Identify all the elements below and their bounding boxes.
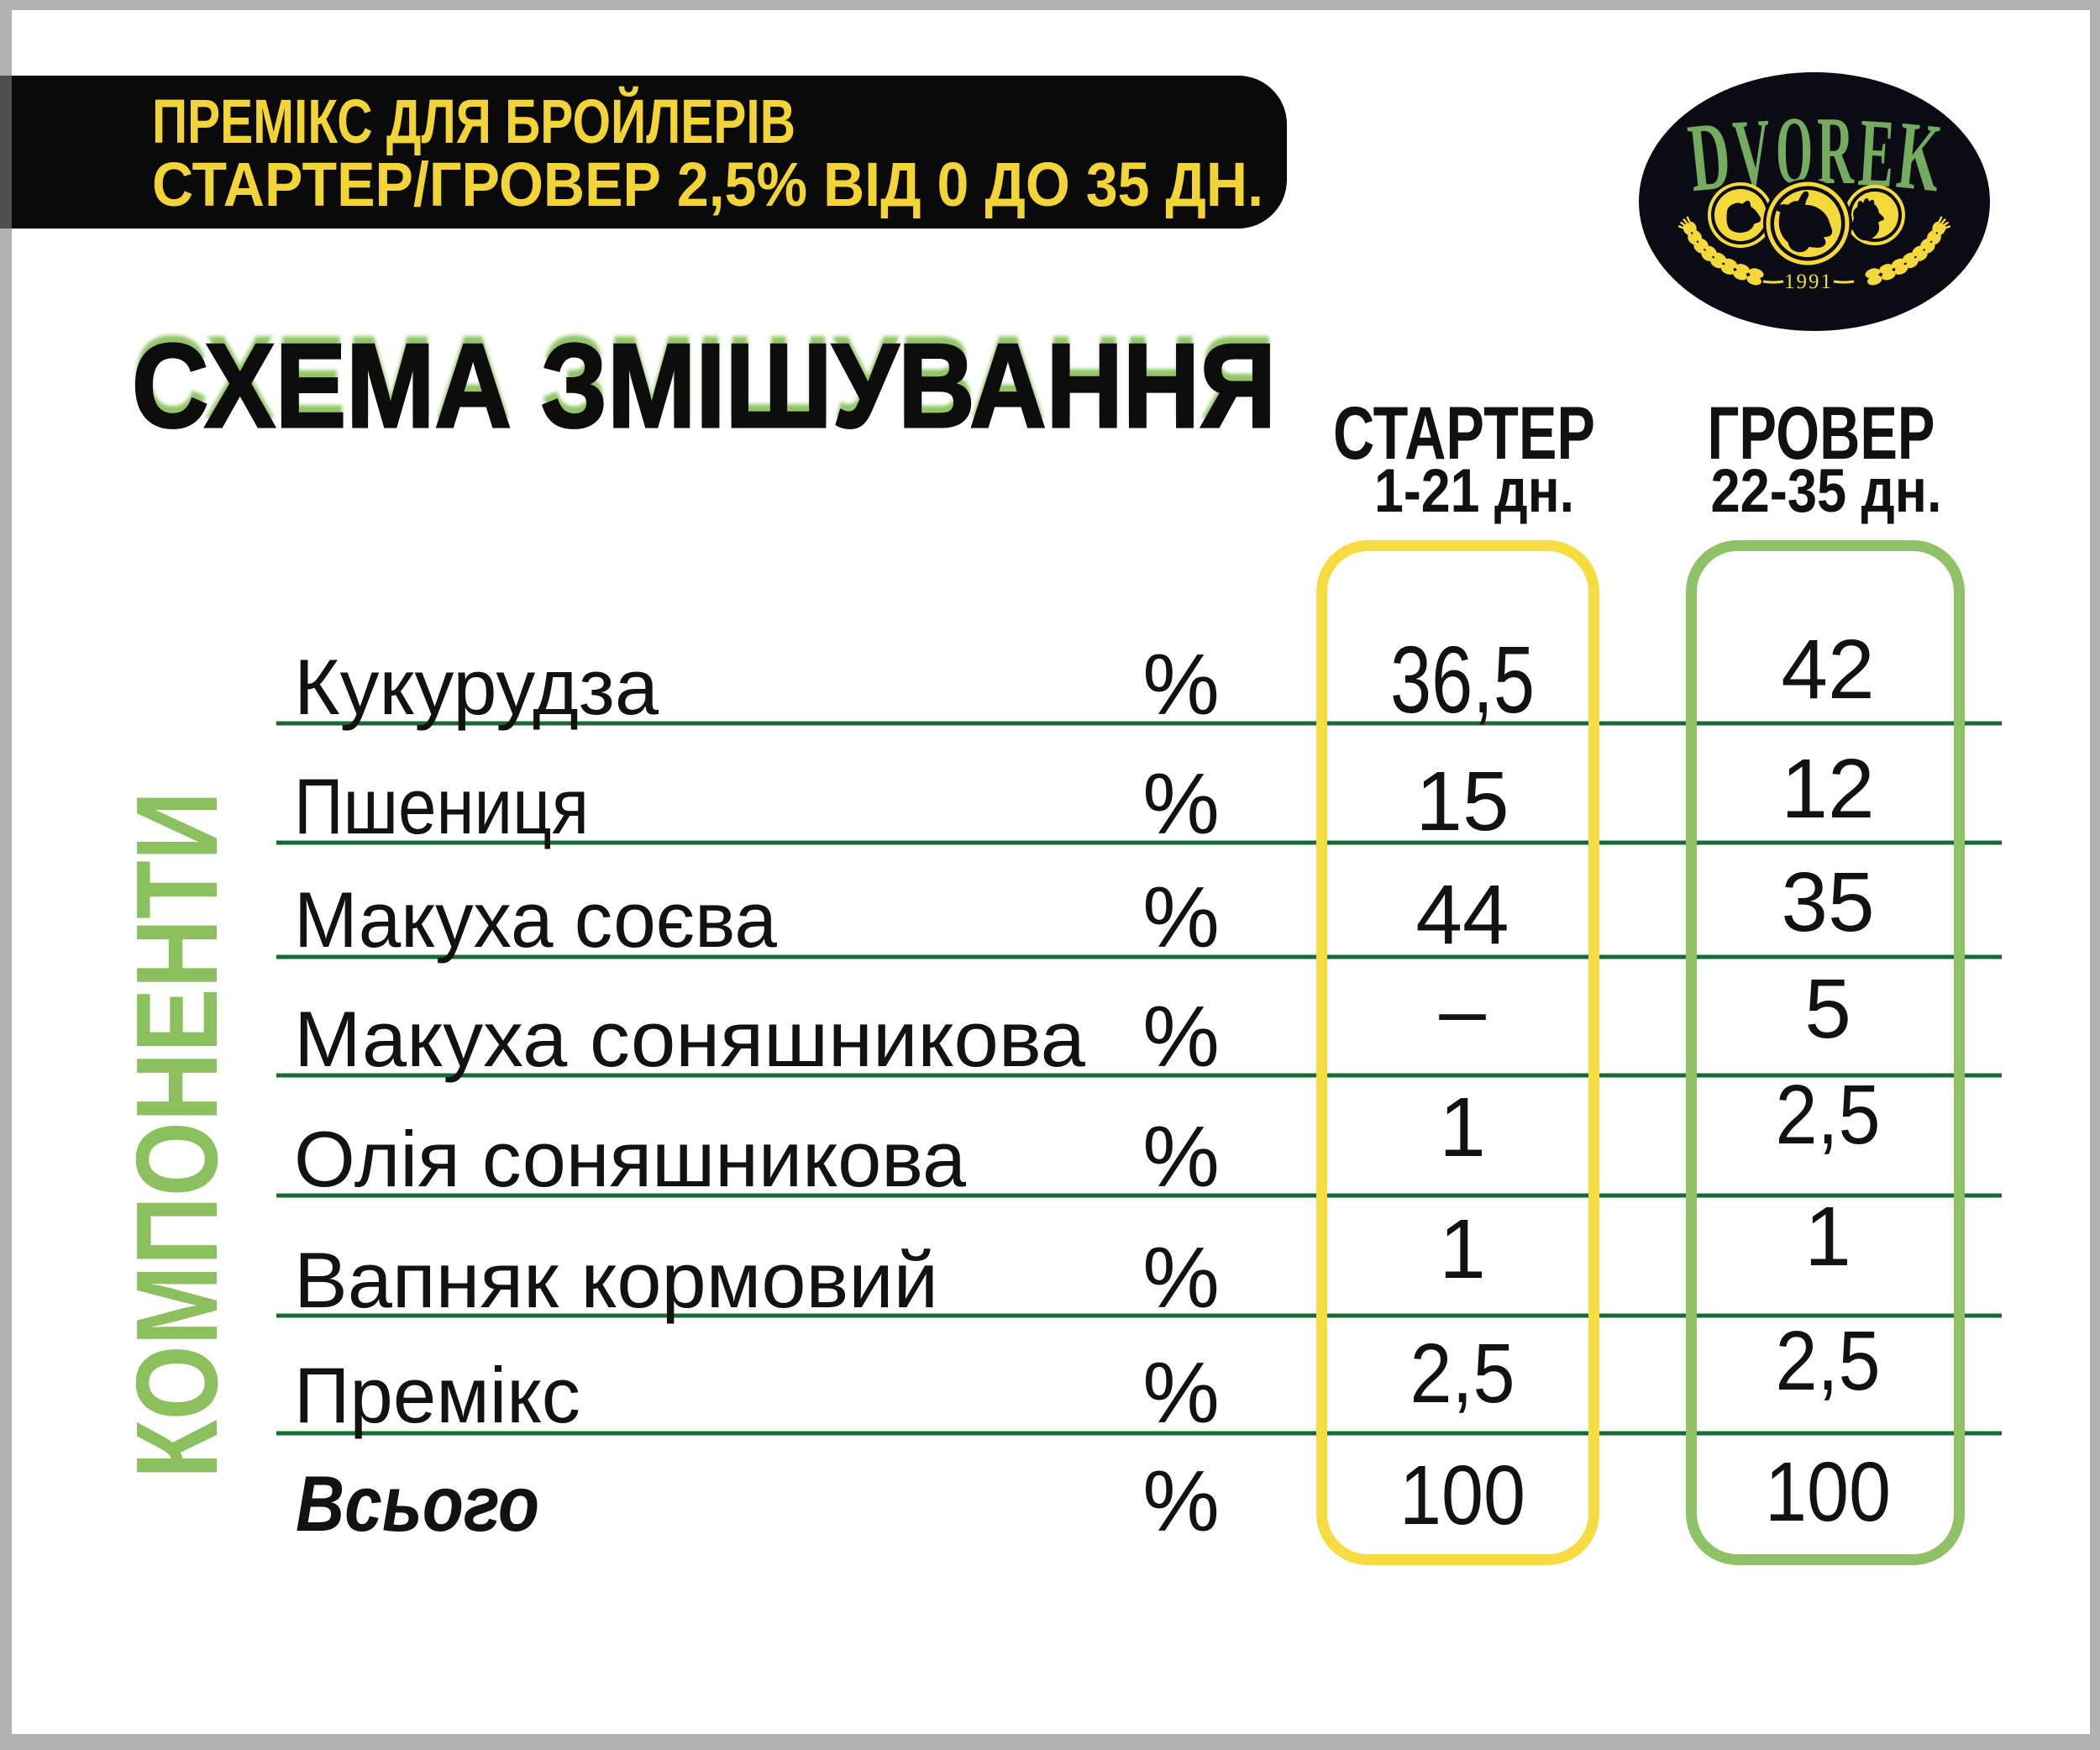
svg-text:42: 42 <box>1781 623 1874 717</box>
svg-text:%: % <box>1142 1229 1220 1326</box>
svg-text:Вапняк кормовий: Вапняк кормовий <box>294 1236 938 1324</box>
svg-text:СХЕМА ЗМІШУВАННЯ: СХЕМА ЗМІШУВАННЯ <box>132 319 1276 453</box>
svg-text:–: – <box>1439 963 1486 1057</box>
svg-text:Премікс: Премікс <box>294 1351 580 1439</box>
svg-text:100: 100 <box>1765 1445 1891 1539</box>
svg-text:1: 1 <box>1439 1080 1486 1175</box>
svg-text:44: 44 <box>1415 868 1509 962</box>
svg-text:12: 12 <box>1781 742 1874 836</box>
svg-text:ГРОВЕР: ГРОВЕР <box>1708 391 1935 475</box>
svg-text:Кукурудза: Кукурудза <box>294 643 659 731</box>
svg-text:СХЕМА ЗМІШУВАННЯ: СХЕМА ЗМІШУВАННЯ <box>132 311 1276 444</box>
svg-text:22-35 дн.: 22-35 дн. <box>1711 457 1942 525</box>
svg-text:Олія соняшникова: Олія соняшникова <box>294 1115 967 1203</box>
svg-text:Всього: Всього <box>296 1459 539 1548</box>
svg-text:%: % <box>1142 1108 1220 1205</box>
svg-text:Пшениця: Пшениця <box>294 762 589 850</box>
svg-text:%: % <box>1142 755 1220 852</box>
svg-text:35: 35 <box>1781 855 1874 949</box>
svg-text:Макуха соєва: Макуха соєва <box>294 875 778 964</box>
svg-text:%: % <box>1142 988 1220 1085</box>
svg-text:1-21 дн.: 1-21 дн. <box>1374 457 1574 525</box>
svg-text:2,5: 2,5 <box>1776 1314 1881 1408</box>
svg-text:КОМПОНЕНТИ: КОМПОНЕНТИ <box>113 791 242 1479</box>
svg-text:36,5: 36,5 <box>1390 627 1535 733</box>
svg-text:1991: 1991 <box>1784 271 1833 293</box>
svg-text:СТАРТЕР/ГРОВЕР 2,5% ВІД 0 ДО 3: СТАРТЕР/ГРОВЕР 2,5% ВІД 0 ДО 35 ДН. <box>152 150 1263 219</box>
svg-text:5: 5 <box>1804 962 1851 1056</box>
svg-text:%: % <box>1142 1344 1220 1441</box>
svg-text:1: 1 <box>1804 1190 1851 1284</box>
svg-text:15: 15 <box>1415 754 1509 849</box>
svg-text:%: % <box>1142 1453 1220 1549</box>
svg-text:%: % <box>1142 636 1220 733</box>
svg-text:СТАРТЕР: СТАРТЕР <box>1333 391 1595 475</box>
svg-text:1: 1 <box>1439 1202 1486 1296</box>
svg-text:100: 100 <box>1399 1448 1525 1542</box>
svg-text:Макуха соняшникова: Макуха соняшникова <box>294 995 1086 1083</box>
svg-text:2,5: 2,5 <box>1776 1068 1881 1162</box>
svg-text:2,5: 2,5 <box>1410 1327 1515 1421</box>
svg-text:%: % <box>1142 869 1220 965</box>
svg-text:ПРЕМІКС ДЛЯ БРОЙЛЕРІВ: ПРЕМІКС ДЛЯ БРОЙЛЕРІВ <box>152 86 795 156</box>
